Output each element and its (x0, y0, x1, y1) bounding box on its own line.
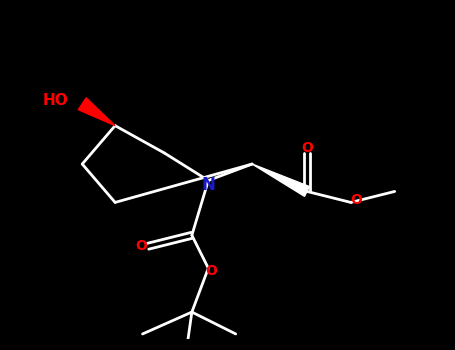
Text: O: O (301, 141, 313, 155)
Polygon shape (252, 164, 309, 196)
Text: O: O (350, 193, 362, 206)
Polygon shape (78, 98, 115, 126)
Text: O: O (136, 239, 147, 253)
Text: N: N (202, 176, 215, 194)
Text: HO: HO (43, 93, 69, 108)
Text: O: O (205, 264, 217, 278)
